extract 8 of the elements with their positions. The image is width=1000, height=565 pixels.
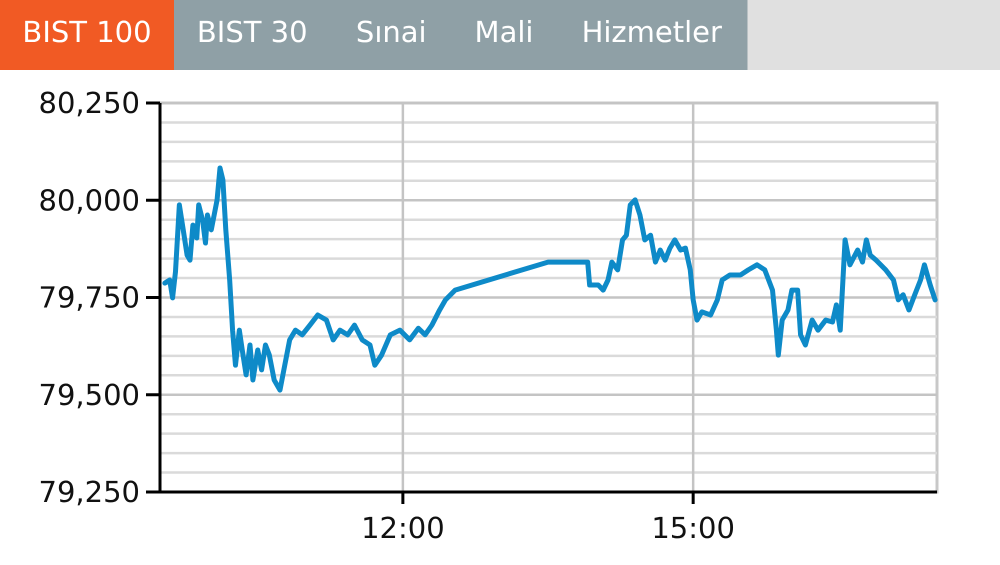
y-tick-label: 79,750 — [38, 280, 140, 315]
y-tick-label: 79,250 — [38, 475, 140, 510]
x-tick-label: 12:00 — [361, 511, 445, 545]
y-tick-label: 79,500 — [38, 378, 140, 412]
y-tick-label: 80,000 — [38, 183, 140, 218]
x-tick-label: 15:00 — [651, 511, 735, 545]
tab-bar: BIST 100 BIST 30 Sınai Mali Hizmetler — [0, 0, 1000, 70]
y-tick-label: 80,250 — [38, 86, 140, 120]
